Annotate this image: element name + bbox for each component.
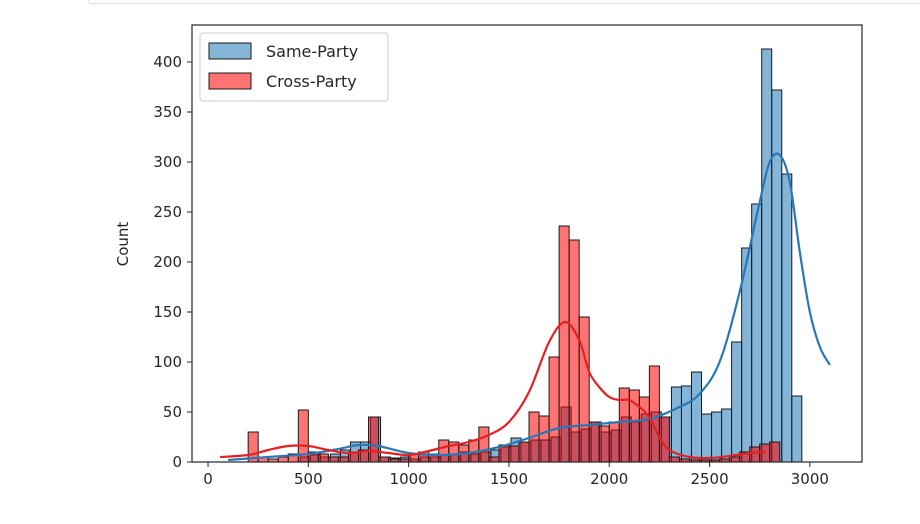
same-party-bar (731, 341, 743, 463)
cross-party-bar (327, 456, 339, 463)
legend-entry: Same-Party (266, 42, 358, 61)
same-party-bar (701, 413, 713, 463)
y-tick-label: 0 (172, 453, 182, 471)
cross-party-bar (478, 426, 490, 463)
same-party-bar (781, 173, 793, 463)
y-axis-label: Count (114, 222, 132, 267)
plot-frame (191, 24, 863, 463)
legend-swatch (208, 42, 252, 60)
cross-party-bar (648, 365, 660, 463)
legend: Same-Party Cross-Party (199, 32, 389, 102)
cross-party-bar (729, 456, 741, 463)
cross-party-bar (608, 421, 620, 463)
y-tick-label: 200 (153, 253, 182, 271)
y-tick-label: 50 (163, 403, 182, 421)
x-tick-label: 3000 (791, 470, 829, 488)
y-tick-label: 100 (153, 353, 182, 371)
cross-party-bar (438, 439, 450, 463)
cross-party-bar (378, 456, 390, 463)
y-tick-label: 300 (153, 153, 182, 171)
cross-party-bar (638, 396, 650, 463)
cross-party-kde-line (220, 320, 766, 460)
x-tick-label: 1000 (390, 470, 428, 488)
x-tick-label: 0 (203, 470, 213, 488)
cross-party-bar (317, 453, 329, 463)
cross-party-bar (518, 441, 530, 463)
legend-swatch (208, 72, 252, 90)
x-tick-label: 1500 (490, 470, 528, 488)
x-tick-label: 500 (294, 470, 323, 488)
cross-party-bar (749, 446, 761, 463)
same-party-bar (761, 48, 773, 463)
same-party-bar (771, 89, 783, 463)
cross-party-bar (568, 239, 580, 463)
same-party-bar (791, 395, 803, 463)
cross-party-bar (588, 421, 600, 463)
y-tick-label: 150 (153, 303, 182, 321)
y-tick-label: 400 (153, 53, 182, 71)
legend-entry: Cross-Party (266, 72, 357, 91)
cross-party-bar (277, 456, 289, 463)
x-tick-label: 2500 (690, 470, 728, 488)
cross-party-bar (337, 456, 349, 463)
same-party-bar (680, 385, 692, 463)
cross-party-bar (578, 316, 590, 463)
cross-party-bar (488, 456, 500, 463)
same-party-bar (690, 371, 703, 463)
cross-party-bar (508, 445, 520, 463)
same-party-bar (751, 203, 763, 463)
y-tick-label: 250 (153, 203, 182, 221)
cross-party-bar (548, 356, 560, 463)
y-tick-label: 350 (153, 103, 182, 121)
cross-party-bar (769, 441, 781, 463)
cross-party-bar (668, 456, 680, 463)
same-party-kde-line (228, 152, 831, 462)
same-party-bar (721, 408, 733, 463)
cross-party-bar (538, 415, 550, 463)
same-party-bar (711, 411, 723, 463)
notebook-cell-frame (88, 0, 920, 4)
x-tick-label: 2000 (590, 470, 628, 488)
cross-party-bar (598, 425, 610, 463)
cross-party-bar (368, 416, 380, 463)
